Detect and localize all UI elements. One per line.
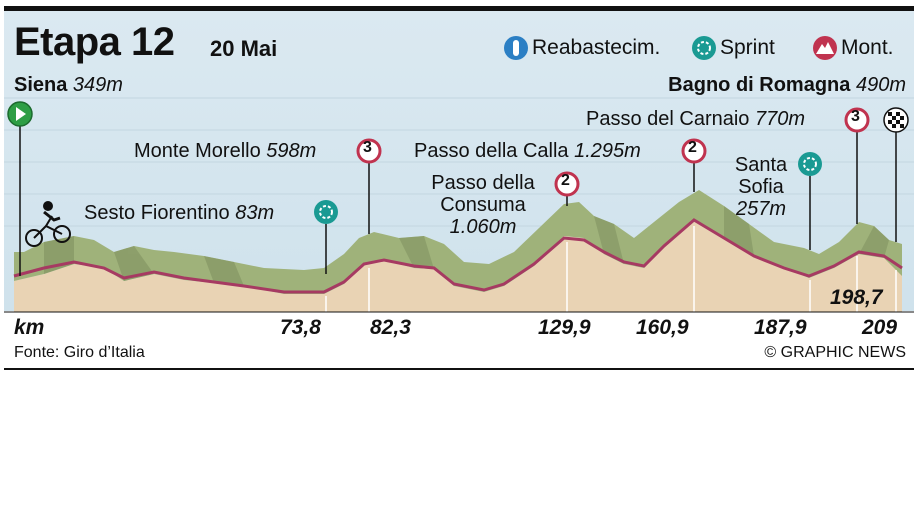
morello-name: Monte Morello xyxy=(134,140,261,162)
sesto-name: Sesto Fiorentino xyxy=(84,202,230,224)
bottom-rule xyxy=(4,368,914,370)
km-tick-129-9: 129,9 xyxy=(538,316,591,339)
stage-date: 20 Mai xyxy=(210,36,278,61)
km-tick-73-8: 73,8 xyxy=(280,316,321,339)
legend-mountain-label: Mont. xyxy=(841,36,894,59)
morello-category: 3 xyxy=(363,139,372,156)
feed-zone-icon xyxy=(504,36,528,60)
cyclist-icon xyxy=(25,201,71,247)
km-tick-209: 209 xyxy=(862,316,898,339)
consuma-name-line2: Consuma xyxy=(440,194,526,216)
calla-category: 2 xyxy=(688,139,697,156)
stage-title: Etapa 12 xyxy=(14,20,175,64)
mountain-badge-calla xyxy=(681,138,707,164)
terrain-shading xyxy=(44,206,889,286)
carnaio-name: Passo del Carnaio xyxy=(586,108,750,130)
calla-name: Passo della Calla xyxy=(414,140,569,162)
guide-lines xyxy=(4,97,914,227)
km-tick-160-9: 160,9 xyxy=(636,316,689,339)
km-ticks xyxy=(325,226,897,312)
calla-altitude: 1.295m xyxy=(574,140,641,162)
consuma-category: 2 xyxy=(561,172,570,189)
finish-location: Bagno di Romagna 490m xyxy=(668,74,906,97)
mountain-badge-consuma xyxy=(554,171,580,197)
morello-label: Monte Morello 598m xyxy=(134,140,316,163)
legend-sprint-label: Sprint xyxy=(720,36,775,59)
consuma-altitude: 1.060m xyxy=(449,216,517,238)
sofia-name-line2: Sofia xyxy=(738,176,784,198)
profile-svg xyxy=(4,36,914,313)
ground-area xyxy=(14,221,902,312)
sesto-altitude: 83m xyxy=(235,202,275,224)
start-location: Siena 349m xyxy=(14,74,123,97)
carnaio-category: 3 xyxy=(851,108,860,125)
sofia-label: Santa Sofia 257m xyxy=(726,154,796,220)
km-tick-198-7: 198,7 xyxy=(830,286,883,309)
start-icon xyxy=(7,101,33,127)
finish-name: Bagno di Romagna xyxy=(668,74,851,96)
morello-altitude: 598m xyxy=(266,140,317,162)
carnaio-altitude: 770m xyxy=(755,108,806,130)
stage-profile-graphic: 3 2 2 3 Etapa 12 20 Mai Reabastecim. Spr… xyxy=(4,6,914,370)
sofia-altitude: 257m xyxy=(735,198,787,220)
km-tick-187-9: 187,9 xyxy=(754,316,807,339)
start-altitude: 349m xyxy=(72,74,123,96)
credit-text: © GRAPHIC NEWS xyxy=(764,344,906,361)
sofia-name-line1: Santa xyxy=(734,154,788,176)
calla-label: Passo della Calla 1.295m xyxy=(414,140,641,163)
mountain-legend-icon xyxy=(813,36,837,60)
finish-altitude: 490m xyxy=(855,74,906,96)
mountain-badge-morello xyxy=(356,138,382,164)
start-name: Siena xyxy=(14,74,68,96)
top-rule xyxy=(4,6,914,11)
sesto-label: Sesto Fiorentino 83m xyxy=(84,202,274,225)
carnaio-label: Passo del Carnaio 770m xyxy=(586,108,805,131)
sprint-icon-sesto xyxy=(314,200,338,224)
consuma-name-line1: Passo della xyxy=(431,172,535,194)
consuma-label: Passo della Consuma 1.060m xyxy=(424,172,542,238)
sprint-legend-icon xyxy=(692,36,716,60)
finish-flag-icon xyxy=(883,107,909,133)
sprint-icon-sofia xyxy=(798,152,822,176)
source-text: Fonte: Giro d’Italia xyxy=(14,344,145,361)
legend-feed-label: Reabastecim. xyxy=(532,36,661,59)
km-unit-label: km xyxy=(14,316,45,339)
mountain-badge-carnaio xyxy=(844,107,870,133)
km-tick-82-3: 82,3 xyxy=(370,316,411,339)
marker-poles xyxy=(19,124,897,276)
road-line xyxy=(13,218,903,294)
